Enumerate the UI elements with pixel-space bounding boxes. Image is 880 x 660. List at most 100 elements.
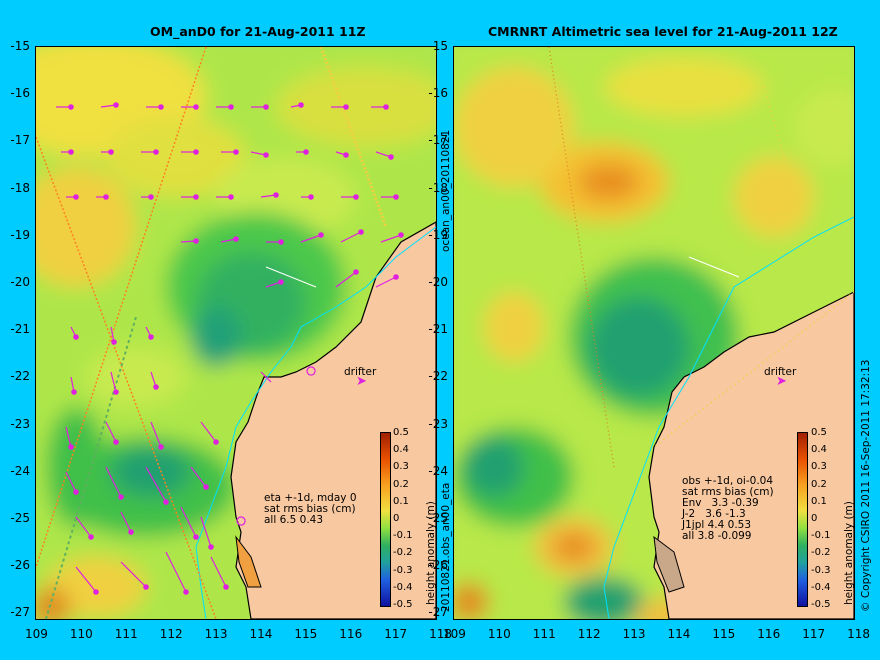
velocity-vector-head — [148, 194, 154, 200]
velocity-vector-head — [203, 484, 209, 490]
latitude-tick-label: -21 — [428, 322, 448, 337]
velocity-vector-head — [73, 334, 79, 340]
left-drifter-arrow: ➤ — [356, 374, 367, 389]
latitude-tick-label: -22 — [10, 369, 30, 384]
colorbar-tick-label: -0.3 — [393, 564, 413, 576]
latitude-tick-label: -18 — [10, 180, 30, 195]
velocity-vector-head — [128, 529, 134, 535]
longitude-tick-label: 110 — [487, 627, 511, 641]
velocity-vector — [105, 421, 117, 443]
right-map-title: CMRNRT Altimetric sea level for 21-Aug-2… — [488, 24, 838, 39]
colorbar-tick-label: 0 — [811, 513, 818, 524]
latitude-tick-label: -27 — [428, 605, 448, 620]
velocity-vector-head — [353, 194, 359, 200]
velocity-vector-head — [193, 238, 199, 244]
velocity-vector-head — [353, 269, 359, 275]
latitude-tick-label: -21 — [10, 322, 30, 337]
velocity-vector-head — [71, 389, 77, 395]
left-map-panel — [35, 46, 437, 620]
right-map-panel — [453, 46, 855, 620]
colorbar-tick-label: 0.1 — [811, 495, 827, 507]
velocity-vector-head — [113, 102, 119, 108]
velocity-vector-head — [148, 334, 154, 340]
latitude-tick-label: -26 — [428, 558, 448, 573]
longitude-tick-label: 117 — [802, 627, 826, 641]
satellite-track — [45, 316, 137, 619]
latitude-tick-label: -19 — [10, 227, 30, 242]
velocity-vector — [165, 551, 187, 593]
colorbar-tick-label: -0.1 — [393, 530, 413, 542]
velocity-vector-head — [303, 149, 309, 155]
velocity-vector — [110, 371, 117, 393]
velocity-vector-head — [73, 489, 79, 495]
velocity-vector-head — [263, 152, 269, 158]
side-label-top: ocean_an00_20110821 — [440, 129, 452, 252]
velocity-vector-head — [73, 194, 79, 200]
colorbar-tick-label: -0.4 — [393, 581, 413, 593]
velocity-vector-head — [393, 194, 399, 200]
velocity-vector-head — [111, 339, 117, 345]
colorbar-tick-label: 0.1 — [393, 495, 409, 507]
drifter-track — [236, 366, 316, 526]
velocity-vector-head — [143, 584, 149, 590]
colorbar-tick-label: 0.5 — [393, 427, 409, 438]
velocity-vector-head — [93, 589, 99, 595]
longitude-tick-label: 109 — [25, 627, 48, 641]
velocity-vector-head — [193, 534, 199, 540]
latitude-tick-label: -25 — [428, 511, 448, 525]
velocity-vector — [190, 466, 207, 488]
velocity-vector — [380, 234, 402, 243]
velocity-vector-head — [343, 152, 349, 158]
side-label-bottom: 20110821.obs_an00_eta — [440, 482, 452, 612]
velocity-vector — [180, 506, 197, 538]
colorbar-tick-label: -0.3 — [811, 564, 831, 576]
longitude-tick-label: 114 — [667, 627, 691, 641]
latitude-tick-label: -16 — [10, 86, 30, 101]
velocity-vector-head — [398, 232, 404, 238]
velocity-vector-head — [113, 439, 119, 445]
longitude-tick-label: 113 — [204, 627, 228, 641]
satellite-track — [653, 291, 854, 448]
colorbar-tick-label: 0.2 — [393, 478, 409, 490]
latitude-tick-label: -27 — [10, 605, 30, 620]
velocity-vector-head — [158, 104, 164, 110]
latitude-tick-label: -15 — [428, 39, 448, 53]
latitude-tick-label: -20 — [428, 275, 448, 289]
longitude-tick-label: 116 — [757, 627, 781, 641]
velocity-vector-head — [233, 236, 239, 242]
left-map-title: OM_anD0 for 21-Aug-2011 11Z — [150, 24, 366, 39]
velocity-vector-head — [68, 149, 74, 155]
longitude-tick-label: 118 — [429, 627, 452, 641]
velocity-vector-head — [113, 389, 119, 395]
shelf-contour — [603, 216, 854, 619]
velocity-vector-head — [68, 444, 74, 450]
velocity-vectors — [56, 102, 404, 595]
longitude-tick-label: 111 — [114, 627, 138, 641]
longitude-tick-label: 115 — [294, 627, 318, 641]
latitude-tick-label: -15 — [10, 39, 30, 53]
colorbar-tick-label: 0 — [393, 513, 400, 524]
latitude-tick-label: -25 — [10, 511, 30, 525]
colorbar-tick-label: 0.4 — [811, 444, 827, 456]
colorbar-tick-label: -0.2 — [393, 547, 413, 559]
velocity-vector — [375, 276, 397, 288]
latitude-tick-label: -24 — [428, 463, 448, 478]
colorbar-tick-label: -0.1 — [811, 530, 831, 542]
velocity-vector-head — [228, 104, 234, 110]
longitude-tick-label: 113 — [622, 627, 646, 641]
velocity-vector-head — [213, 439, 219, 445]
velocity-vector — [340, 231, 362, 243]
latitude-tick-label: -23 — [10, 416, 30, 431]
longitude-tick-label: 109 — [443, 627, 466, 641]
latitude-tick-label: -19 — [428, 227, 448, 242]
colorbar-tick-label: -0.5 — [393, 599, 413, 610]
velocity-vector-head — [298, 102, 304, 108]
velocity-vector — [200, 421, 217, 443]
satellite-track — [548, 47, 615, 468]
longitude-tick-label: 111 — [532, 627, 556, 641]
left-drifter-label: drifter — [344, 366, 377, 378]
latitude-tick-label: -18 — [428, 180, 448, 195]
velocity-vector-head — [388, 154, 394, 160]
velocity-vector-head — [88, 534, 94, 540]
shelf-contour — [195, 226, 436, 619]
